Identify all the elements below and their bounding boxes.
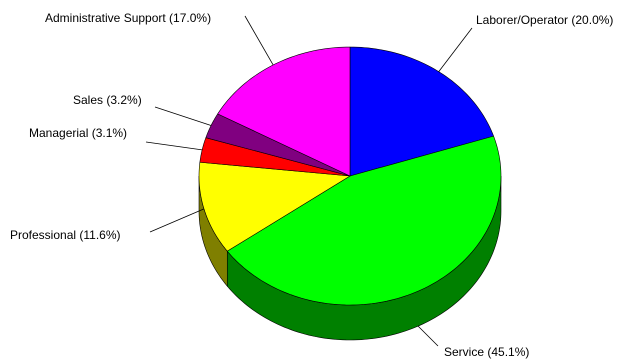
pie-slice-laborer-operator xyxy=(349,46,494,177)
label-leader-lines xyxy=(145,15,473,347)
leader-line-managerial xyxy=(145,141,203,151)
leader-line-administrative-support xyxy=(244,15,274,66)
pie-slice-service xyxy=(226,135,502,306)
slice-label-administrative-support: Administrative Support (17.0%) xyxy=(45,11,211,25)
slice-label-sales: Sales (3.2%) xyxy=(73,93,142,107)
leader-line-service xyxy=(417,325,439,347)
pie-slice-administrative-support xyxy=(217,46,351,177)
slice-labels: Laborer/Operator (20.0%) Service (45.1%)… xyxy=(10,11,613,359)
slice-label-laborer-operator: Laborer/Operator (20.0%) xyxy=(476,13,613,27)
pie-slices xyxy=(198,46,502,306)
leader-line-laborer-operator xyxy=(438,27,473,72)
slice-label-professional: Professional (11.6%) xyxy=(10,228,121,242)
slice-label-managerial: Managerial (3.1%) xyxy=(29,126,127,140)
pie-slice-sales xyxy=(205,113,351,177)
leader-line-sales xyxy=(154,106,212,126)
slice-label-service: Service (45.1%) xyxy=(444,345,529,359)
leader-line-professional xyxy=(149,208,205,233)
